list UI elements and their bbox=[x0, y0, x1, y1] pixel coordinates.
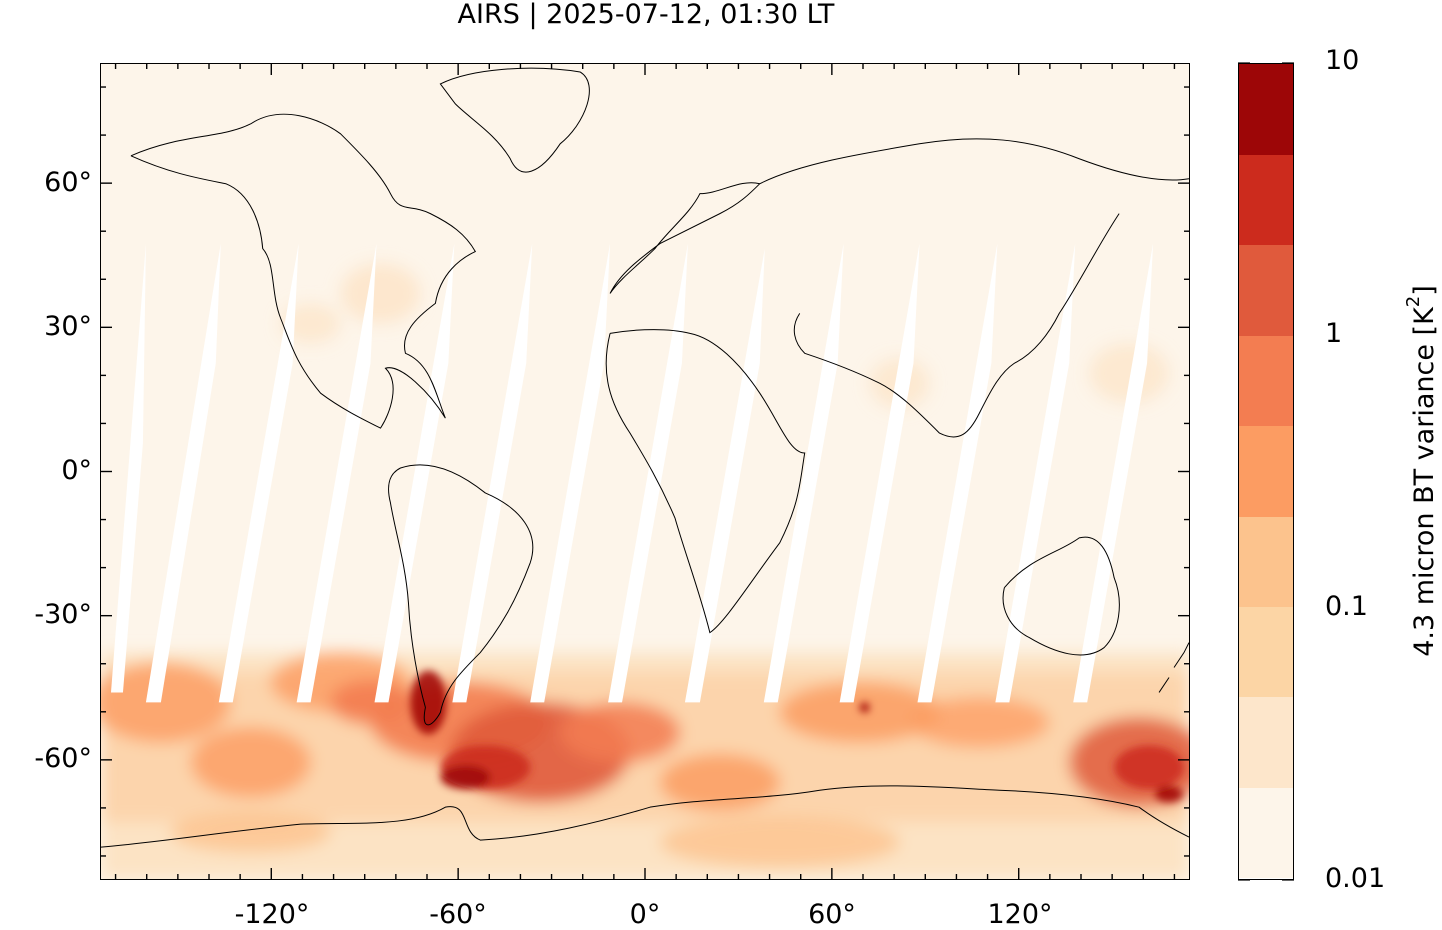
colorbar bbox=[1238, 63, 1294, 880]
australia-coast bbox=[1002, 536, 1120, 656]
north-america-coast bbox=[130, 113, 477, 429]
x-tick-label-minus120: -120° bbox=[234, 899, 310, 930]
southern-ocean-variance-band bbox=[101, 652, 1189, 879]
colorbar-segment bbox=[1239, 64, 1293, 155]
asia-coast bbox=[759, 138, 1189, 438]
variance-hotspots bbox=[410, 670, 1185, 803]
colorbar-tick-0-01: 0.01 bbox=[1325, 863, 1386, 894]
map-panel[interactable] bbox=[100, 63, 1190, 880]
northern-variance-patches bbox=[280, 263, 1170, 409]
y-tick-label-minus60: -60° bbox=[34, 743, 92, 774]
colorbar-segment bbox=[1239, 335, 1293, 427]
y-tick-label-minus30: -30° bbox=[34, 599, 92, 630]
x-tick-label-120: 120° bbox=[987, 899, 1053, 930]
south-america-coast bbox=[388, 464, 534, 726]
satellite-swath-gaps bbox=[110, 243, 1154, 703]
colorbar-tick-10: 10 bbox=[1325, 45, 1360, 76]
y-tick-label-60: 60° bbox=[44, 167, 92, 198]
colorbar-segment bbox=[1239, 696, 1293, 788]
variance-map bbox=[101, 67, 1189, 879]
map-title: AIRS | 2025-07-12, 01:30 LT bbox=[457, 0, 835, 30]
x-tick-label-0: 0° bbox=[629, 899, 661, 930]
colorbar-segment bbox=[1239, 425, 1293, 517]
europe-africa-coast bbox=[605, 182, 806, 634]
new-zealand-coast bbox=[1158, 642, 1189, 693]
greenland-coast bbox=[439, 67, 590, 173]
x-tick-label-60: 60° bbox=[808, 899, 856, 930]
colorbar-segment bbox=[1239, 516, 1293, 608]
colorbar-segment bbox=[1239, 606, 1293, 698]
colorbar-label: 4.3 micron BT variance [K2] bbox=[1403, 285, 1440, 657]
colorbar-tick-1: 1 bbox=[1325, 318, 1343, 349]
y-tick-label-30: 30° bbox=[44, 311, 92, 342]
coastlines bbox=[101, 67, 1189, 848]
colorbar-segment bbox=[1239, 154, 1293, 246]
colorbar-segment bbox=[1239, 787, 1293, 879]
x-tick-label-minus60: -60° bbox=[429, 899, 487, 930]
antarctica-coast bbox=[101, 785, 1189, 848]
y-tick-label-0: 0° bbox=[61, 455, 92, 486]
colorbar-tick-0-1: 0.1 bbox=[1325, 591, 1368, 622]
colorbar-segment bbox=[1239, 244, 1293, 336]
